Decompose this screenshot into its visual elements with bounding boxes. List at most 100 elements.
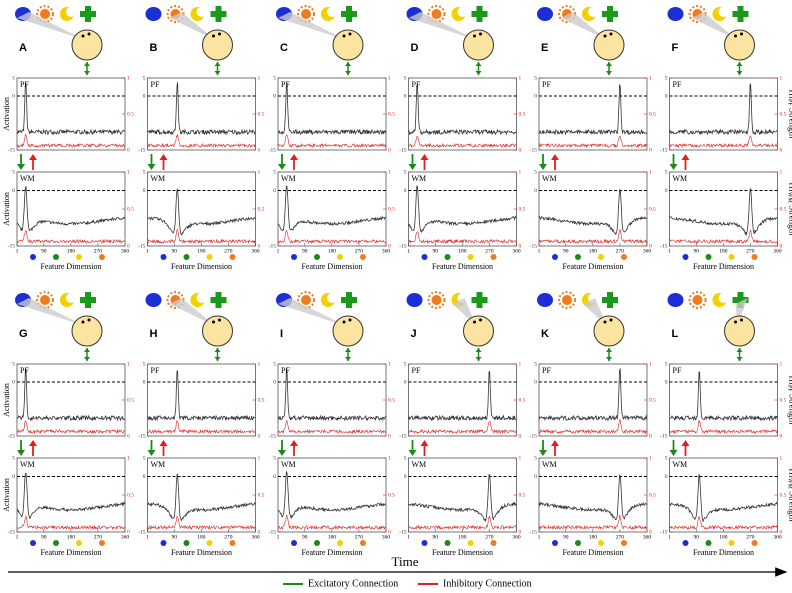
feature-dot (682, 254, 689, 260)
plot-frame (408, 457, 517, 533)
y-tick-label: -15 (138, 243, 146, 249)
y-tick-label: 5 (404, 75, 407, 81)
y-tick-label: 0 (404, 93, 407, 99)
plot-label: PF (673, 366, 682, 375)
x-tick-label: 90 (563, 248, 569, 254)
x-tick-label: 270 (485, 534, 494, 540)
x-tick-label: 1 (407, 534, 410, 540)
plot-label: PF (20, 366, 29, 375)
icon-cylinder (145, 7, 162, 21)
y-tick-label: 5 (143, 455, 146, 461)
y2-tick-label: 0 (519, 243, 522, 249)
gaze-cone (17, 298, 85, 326)
x-axis-label: Feature Dimension (693, 548, 754, 557)
arrow-head (159, 154, 168, 160)
x-tick-label: 180 (458, 248, 467, 254)
x-tick-label: 360 (382, 248, 391, 254)
y2-tick-label: 0 (258, 147, 261, 153)
y-tick-label: 5 (143, 361, 146, 367)
legend-label: Inhibitory Connection (443, 578, 532, 589)
x-tick-label: 180 (197, 248, 206, 254)
x-tick-label: 360 (251, 534, 260, 540)
y2-tick-label: 0 (388, 529, 391, 535)
activation-curve (147, 370, 256, 422)
y2-tick-label: 0.5 (649, 111, 656, 117)
panel-letter: C (280, 42, 288, 54)
feature-dot (30, 254, 36, 260)
icon-cross (80, 6, 96, 22)
y-tick-label: -15 (269, 147, 277, 153)
y-tick-label: 5 (404, 169, 407, 175)
y-tick-label: 5 (273, 361, 276, 367)
x-tick-label: 1 (538, 248, 541, 254)
y2-tick-label: 0 (649, 147, 652, 153)
panel-letter: G (19, 328, 28, 340)
icon-sun (431, 9, 442, 19)
x-tick-label: 90 (694, 248, 700, 254)
y-tick-label: -15 (530, 433, 538, 439)
icon-cross (602, 292, 618, 308)
plot-frame (669, 363, 778, 437)
label-part: HI (787, 468, 792, 478)
label-part: Strength (787, 203, 792, 236)
arrow-head (147, 164, 156, 170)
feature-dot (444, 540, 451, 546)
y-tick-label: 5 (665, 455, 668, 461)
icon-moon-cut (588, 7, 598, 17)
inhibition-curve (538, 419, 647, 435)
y-tick-label: 0 (143, 188, 146, 194)
x-tick-label: 270 (616, 534, 625, 540)
feature-dot (314, 254, 320, 260)
arrow-head (669, 450, 678, 456)
y2-tick-label: 1 (258, 75, 261, 81)
plot-frame (408, 363, 517, 437)
icon-cylinder (537, 7, 553, 21)
y2-tick-label: 0 (388, 147, 391, 153)
y-tick-label: -15 (660, 433, 668, 439)
plot-label: PF (151, 80, 160, 89)
x-tick-label: 270 (355, 534, 364, 540)
gaze-cone (17, 12, 85, 40)
y-tick-label: 0 (12, 474, 15, 480)
y2-tick-label: 1 (649, 455, 652, 461)
arrow-head (420, 440, 429, 446)
label-part: WM (786, 478, 792, 490)
y-tick-label: -15 (8, 147, 16, 153)
eye (218, 318, 221, 322)
inhibition-curve (669, 135, 778, 148)
arrow-head (681, 154, 690, 160)
x-tick-label: 360 (512, 248, 521, 254)
plot-frame (408, 171, 517, 247)
head (463, 29, 494, 61)
y-tick-label: 5 (534, 361, 537, 367)
plot-frame (147, 171, 256, 247)
y2-tick-label: 0 (780, 433, 783, 439)
label-part: WM (786, 192, 792, 204)
y2-tick-label: 0 (127, 147, 130, 153)
y-tick-label: 0 (12, 188, 15, 194)
y2-tick-label: 1 (388, 169, 391, 175)
inhibition-curve (147, 228, 256, 244)
eye (342, 320, 346, 324)
icon-sun (562, 295, 572, 305)
plot-frame (16, 77, 126, 151)
plot-label: WM (542, 460, 557, 469)
feature-dot (360, 254, 366, 260)
x-axis-label: Feature Dimension (40, 548, 101, 557)
y-axis-label: Activation (2, 192, 11, 226)
y2-tick-label: 0 (258, 433, 261, 439)
label-part: PF (786, 385, 792, 392)
icon-cross (602, 6, 618, 22)
icon-sun (301, 9, 311, 19)
x-tick-label: 1 (277, 534, 280, 540)
feature-dot (621, 254, 627, 260)
head (202, 315, 233, 347)
x-tick-label: 180 (719, 248, 728, 254)
icon-moon-cut (718, 7, 729, 17)
x-tick-label: 360 (121, 534, 130, 540)
x-tick-label: 90 (41, 248, 47, 254)
icon-sun-rays (558, 291, 576, 309)
plot-label: PF (542, 366, 551, 375)
x-axis-label: Feature Dimension (562, 262, 623, 271)
plot-label: WM (20, 460, 35, 469)
